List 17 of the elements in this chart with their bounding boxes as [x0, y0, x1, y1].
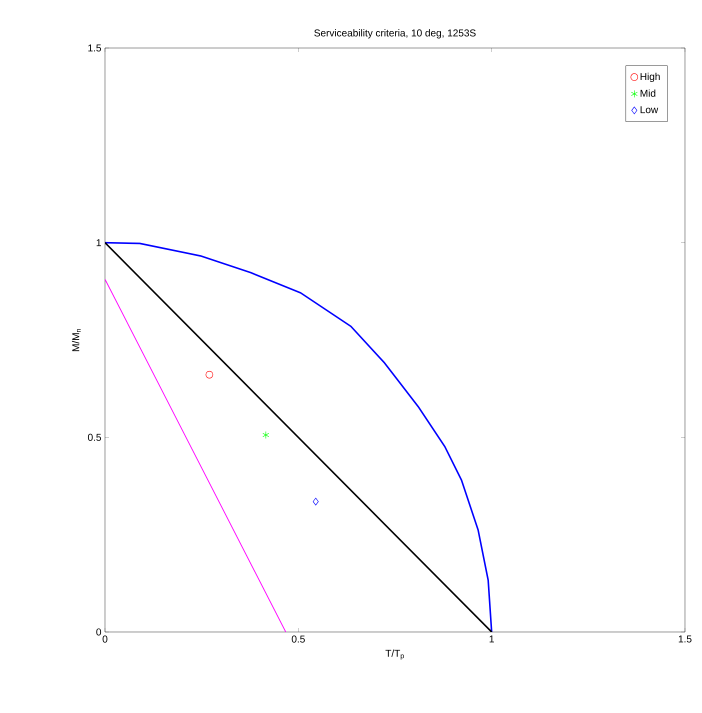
legend-label: High	[640, 72, 660, 82]
legend-label: Low	[640, 106, 658, 114]
legend-label: Mid	[640, 89, 656, 97]
point	[262, 431, 270, 439]
point	[206, 370, 214, 378]
x-tick-label: 1	[490, 636, 494, 642]
x-axis-title: T/T$_{p}$	[386, 649, 404, 660]
y-tick-label: 0	[96, 628, 102, 636]
x-tick-label: 0	[102, 636, 108, 643]
y-tick-label: 1.5	[88, 44, 102, 52]
x-tick-label: 1.5	[678, 636, 692, 642]
point	[312, 498, 319, 506]
y-tick-label: 1	[96, 239, 101, 246]
chart-title: Serviceability criteria, 10 deg, 1253S	[314, 29, 476, 38]
y-axis-title: M/M$_{n}$	[72, 329, 81, 352]
x-tick-label: 0.5	[292, 636, 305, 643]
y-tick-label: 0.5	[88, 434, 102, 441]
